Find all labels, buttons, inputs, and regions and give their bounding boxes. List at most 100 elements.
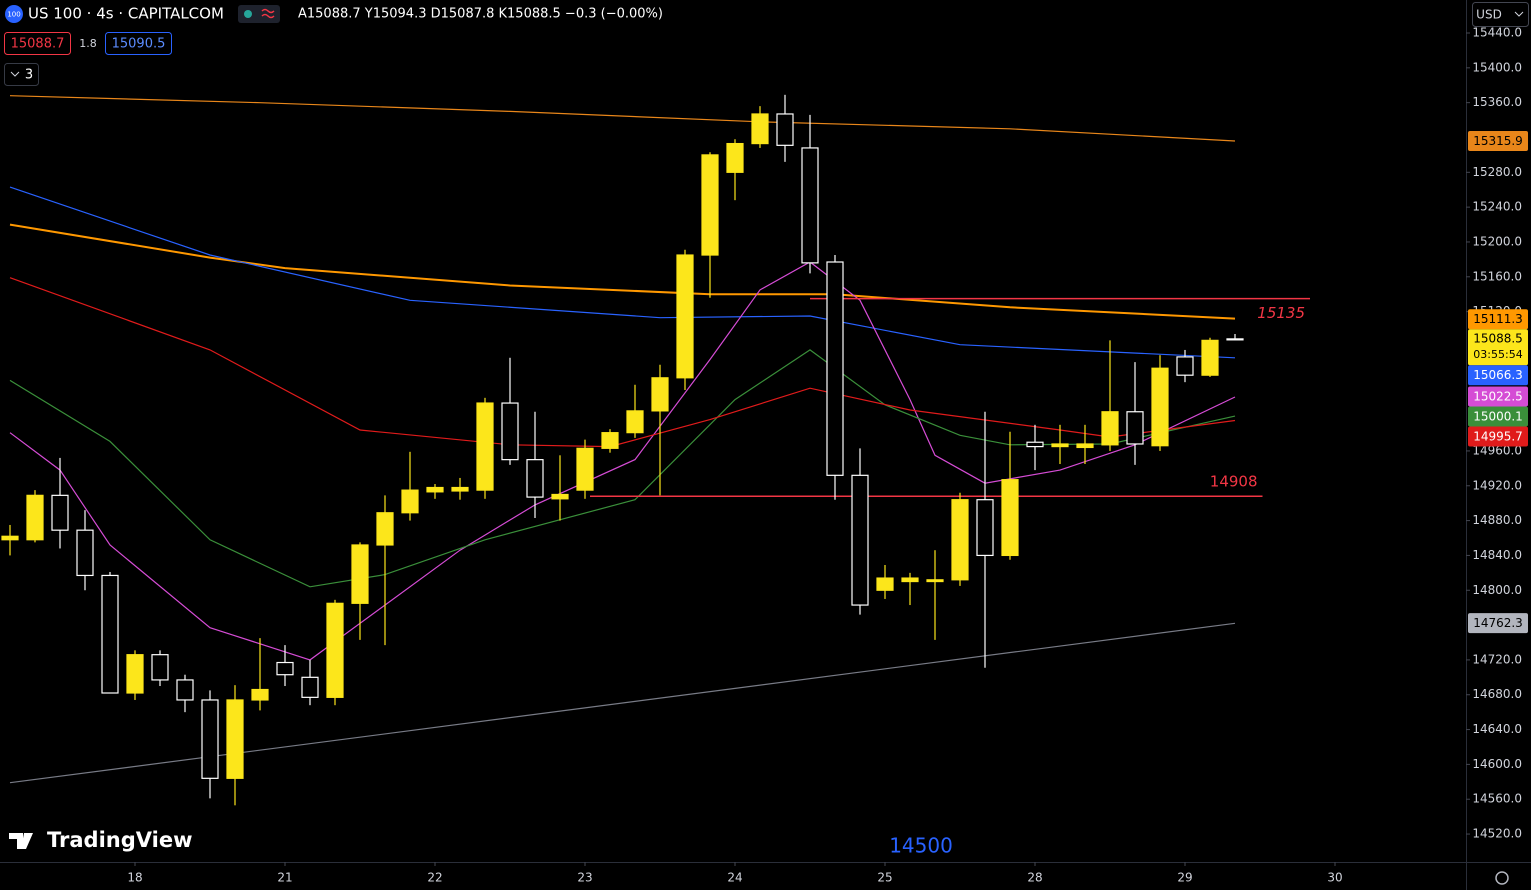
ma-line (9, 349, 1236, 588)
candle-body (1226, 338, 1244, 341)
y-tick-label: 14800.0 (1472, 583, 1522, 597)
candle-body (1126, 411, 1144, 445)
price-badge-label: 15066.3 (1473, 368, 1523, 382)
y-tick-label: 15240.0 (1472, 200, 1522, 214)
candle-body (151, 654, 169, 681)
x-tick-label: 29 (1177, 871, 1192, 885)
logo (5, 5, 23, 23)
price-badge (1468, 329, 1528, 366)
price-badge (1468, 613, 1528, 634)
candle-body (201, 699, 219, 779)
brand: TradingView (47, 828, 192, 852)
brand-icon (9, 833, 33, 849)
candle-body (1001, 479, 1019, 557)
price-badge (1468, 426, 1528, 447)
y-tick-label: 14560.0 (1472, 792, 1522, 806)
ma-line (9, 261, 1236, 661)
candle-body (251, 688, 269, 701)
ask: 15090.5 (112, 37, 166, 52)
status-box (238, 5, 280, 23)
chevron (10, 71, 20, 77)
y-tick-label: 15440.0 (1472, 25, 1522, 39)
y-tick-label: 15200.0 (1472, 234, 1522, 248)
candle-body (676, 254, 694, 379)
y-tick-label: 14920.0 (1472, 478, 1522, 492)
bid: 15088.7 (11, 37, 65, 52)
candle-body (501, 402, 519, 461)
ask-box[interactable] (105, 32, 172, 55)
ma-line (9, 186, 1236, 359)
candle-body (601, 432, 619, 449)
candle-body (301, 676, 319, 698)
x-tick-label: 22 (427, 871, 442, 885)
candle-body (851, 474, 869, 606)
candle-body (1151, 367, 1169, 447)
candle-body (401, 489, 419, 514)
header: 100 US 100 · 4s · CAPITALCOM A15088.7 Y1… (4, 2, 1529, 885)
candle-body (1076, 443, 1094, 449)
candle-body (576, 447, 594, 491)
y-tick-label: 15360.0 (1472, 95, 1522, 109)
candle-body (326, 602, 344, 698)
price-badge-label: 15000.1 (1473, 410, 1523, 424)
candle-body (526, 459, 544, 498)
symbol[interactable]: US 100 · 4s · CAPITALCOM (28, 5, 224, 23)
candle-body (276, 661, 294, 676)
candle-body (26, 494, 44, 541)
candle-body (826, 261, 844, 476)
indicators-toggle[interactable] (4, 63, 39, 86)
candle-body (51, 494, 69, 531)
candle-body (1051, 443, 1069, 448)
price-badge (1468, 406, 1528, 427)
countdown: 03:55:54 (1473, 348, 1522, 361)
level-label: 15135 (1257, 304, 1305, 322)
price-badge (1468, 365, 1528, 386)
candle-body (1, 535, 19, 541)
plot: 15135 14908 (1, 94, 1310, 806)
y-tick-label: 14680.0 (1472, 687, 1522, 701)
y-tick-label: 14960.0 (1472, 443, 1522, 457)
candle-body (926, 579, 944, 583)
currency-button[interactable] (1472, 2, 1529, 27)
price-badge (1468, 386, 1528, 407)
x-tick-label: 30 (1327, 871, 1342, 885)
bid-box[interactable] (4, 32, 71, 55)
candle-body (701, 154, 719, 256)
x-tick-label: 21 (277, 871, 292, 885)
candle-body (1026, 441, 1044, 448)
settings-icon[interactable] (1495, 871, 1509, 885)
spread: 1.8 (79, 37, 97, 50)
ma-line (9, 223, 1236, 320)
y-tick-label: 15160.0 (1472, 269, 1522, 283)
price-badge-label: 14762.3 (1473, 616, 1523, 630)
level-label: 14908 (1210, 473, 1258, 491)
price-badge-label: 15022.5 (1473, 390, 1523, 404)
candle-body (1176, 356, 1194, 376)
candle-body (1201, 339, 1219, 376)
candle-body (101, 574, 119, 694)
y-tick-label: 15400.0 (1472, 60, 1522, 74)
price-badge-label: 15315.9 (1473, 134, 1523, 148)
x-tick-label: 24 (727, 871, 742, 885)
logo-text: 100 (7, 11, 20, 19)
candle-body (476, 402, 494, 491)
market-dot (244, 10, 252, 18)
candle-body (801, 147, 819, 264)
y-tick-label: 15280.0 (1472, 165, 1522, 179)
ohlc: A15088.7 Y15094.3 D15087.8 K15088.5 −0.3… (298, 7, 663, 22)
ma-line (9, 277, 1236, 448)
y-tick-label: 14640.0 (1472, 722, 1522, 736)
candle-body (376, 512, 394, 546)
candle-body (226, 699, 244, 779)
currency: USD (1476, 8, 1502, 22)
delay-icon (261, 8, 275, 19)
y-tick-label: 14840.0 (1472, 548, 1522, 562)
y-tick-label: 14520.0 (1472, 827, 1522, 841)
ma-line (9, 95, 1236, 142)
price-badge-label: 15111.3 (1473, 312, 1523, 326)
candle-body (901, 577, 919, 583)
candle-body (776, 113, 794, 146)
candle-body (726, 142, 744, 173)
